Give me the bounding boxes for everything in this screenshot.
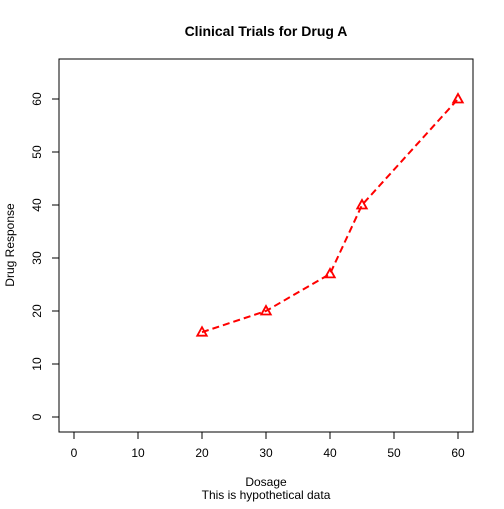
chart-title: Clinical Trials for Drug A — [185, 23, 348, 39]
chart-subtitle: This is hypothetical data — [202, 488, 331, 502]
plot-frame — [58, 58, 474, 433]
x-tick-label: 10 — [131, 446, 145, 460]
y-tick-label: 0 — [30, 413, 44, 420]
data-point — [323, 267, 337, 279]
y-tick-label: 30 — [30, 251, 44, 265]
y-tick-label: 20 — [30, 304, 44, 318]
data-point — [355, 198, 369, 210]
y-tick-label: 10 — [30, 357, 44, 371]
y-tick-label: 40 — [30, 198, 44, 212]
x-axis-title: Dosage — [245, 475, 287, 489]
x-tick-label: 40 — [323, 446, 337, 460]
data-point — [259, 304, 273, 316]
series-layer — [195, 92, 465, 337]
data-point — [195, 325, 209, 337]
y-axis-title: Drug Response — [3, 203, 17, 287]
x-tick-label: 50 — [387, 446, 401, 460]
x-tick-label: 20 — [195, 446, 209, 460]
y-tick-label: 60 — [30, 92, 44, 106]
x-tick-label: 60 — [451, 446, 465, 460]
x-axis: 0 10 20 30 40 50 60 — [71, 431, 465, 460]
y-axis: 0 10 20 30 40 50 60 — [30, 92, 60, 420]
x-tick-label: 30 — [259, 446, 273, 460]
data-point — [451, 92, 465, 104]
x-tick-label: 0 — [71, 446, 78, 460]
y-tick-label: 50 — [30, 145, 44, 159]
series-line — [201, 98, 459, 334]
